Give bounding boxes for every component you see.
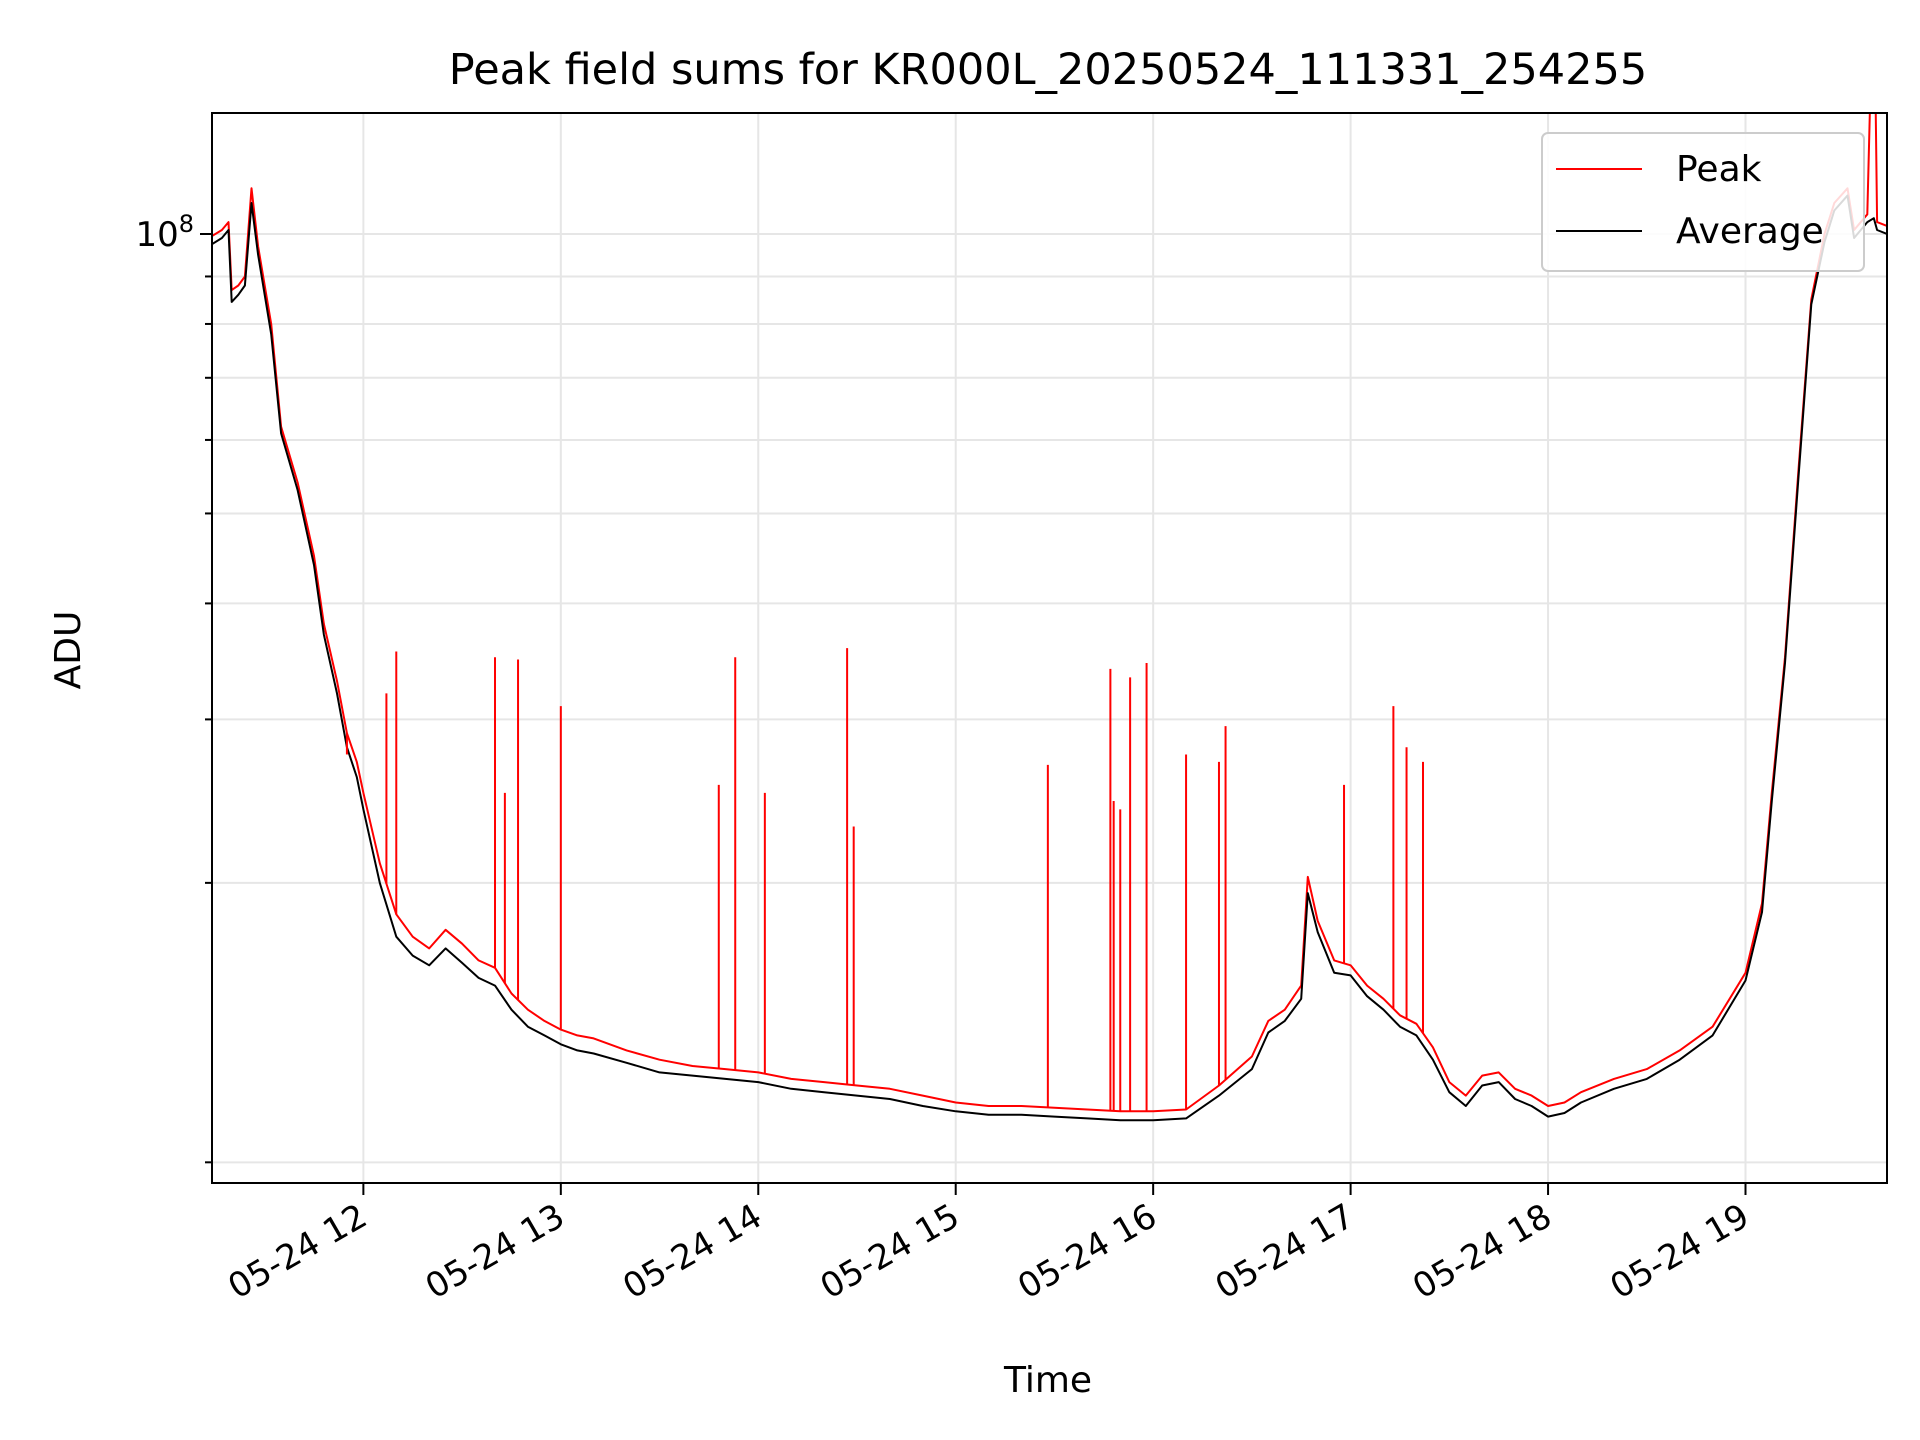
grid (212, 113, 1887, 1183)
legend-label-average: Average (1676, 211, 1824, 252)
legend: Peak Average (1541, 132, 1865, 272)
y-axis-label: ADU (48, 611, 89, 690)
legend-box (1541, 132, 1865, 272)
y-tick-label: 108 (135, 210, 194, 255)
x-axis-label: Time (1003, 1360, 1092, 1401)
legend-label-peak: Peak (1676, 149, 1762, 190)
plot-frame (211, 112, 1888, 1184)
chart-title: Peak field sums for KR000L_20250524_1113… (449, 45, 1647, 95)
series-layer (212, 113, 1887, 1122)
